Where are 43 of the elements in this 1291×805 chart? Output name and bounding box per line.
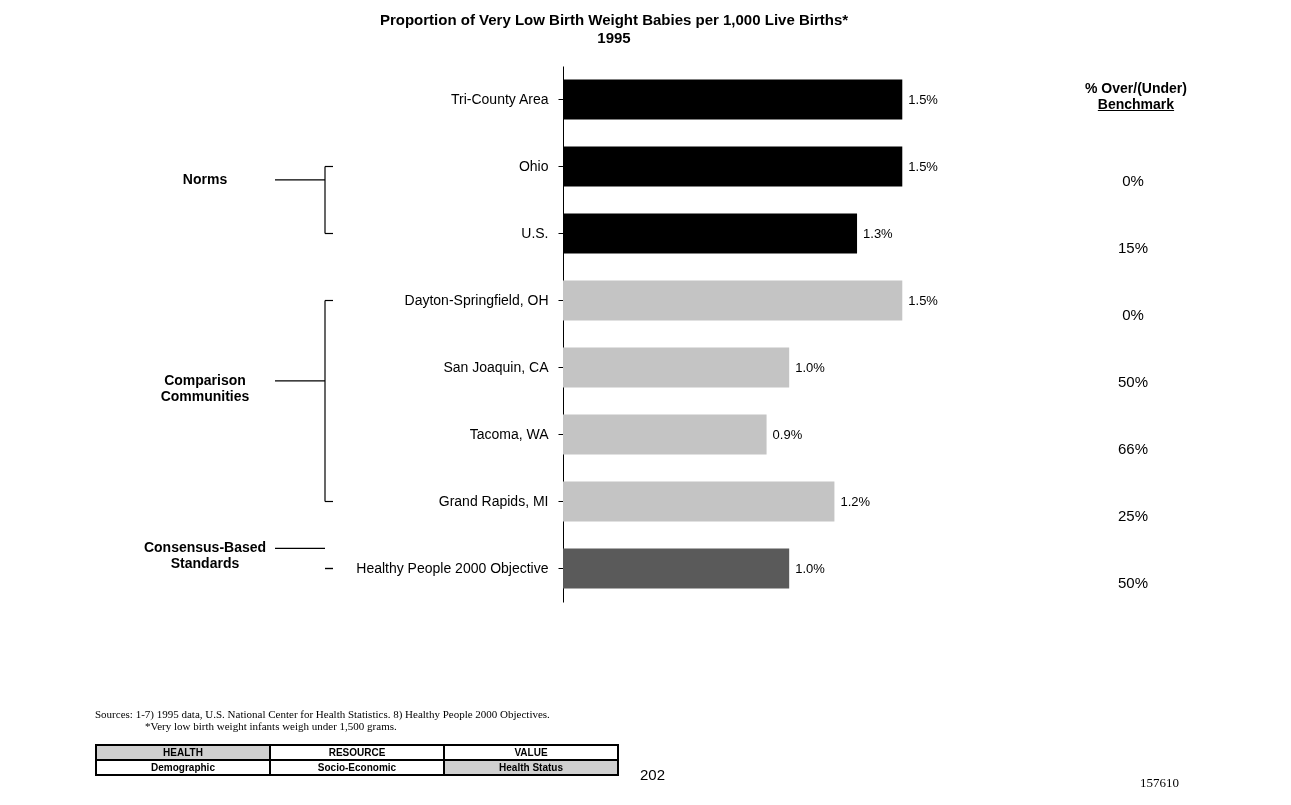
text: 157610 bbox=[1140, 775, 1179, 791]
text: RESOURCE bbox=[270, 745, 444, 760]
text: Health Status bbox=[444, 760, 618, 775]
data-label: 1.3% bbox=[863, 225, 894, 241]
text: 0% bbox=[1122, 171, 1144, 189]
y-tick-label: Grand Rapids, MI bbox=[438, 492, 549, 509]
y-tick-label: San Joaquin, CA bbox=[443, 358, 550, 375]
bar bbox=[563, 347, 790, 388]
bar bbox=[563, 481, 835, 522]
y-tick-label: Tacoma, WA bbox=[469, 425, 550, 442]
y-tick-label: U.S. bbox=[521, 224, 549, 241]
text: 50% bbox=[1117, 372, 1149, 390]
data-label: 0.9% bbox=[772, 426, 803, 442]
y-tick-label: Ohio bbox=[518, 157, 549, 174]
chart-subtitle: 1995 bbox=[597, 29, 631, 46]
text: 0% bbox=[1122, 305, 1144, 323]
bar bbox=[563, 548, 790, 589]
data-label: 1.2% bbox=[840, 493, 871, 509]
text: 25% bbox=[1117, 506, 1149, 524]
chart-title: Proportion of Very Low Birth Weight Babies per 1,000 Live Births* bbox=[379, 11, 849, 28]
data-label: 1.0% bbox=[795, 359, 826, 375]
y-tick-label: Healthy People 2000 Objective bbox=[356, 559, 549, 576]
text: *Very low birth weight infants weigh under 1,500 grams. bbox=[144, 720, 397, 732]
bar bbox=[563, 280, 903, 321]
data-label: 1.0% bbox=[795, 560, 826, 576]
text: 202 bbox=[640, 766, 666, 783]
y-tick-label: Tri-County Area bbox=[450, 90, 549, 107]
text: 50% bbox=[1117, 573, 1149, 591]
text: 15% bbox=[1117, 238, 1149, 256]
text: % Over/(Under) Benchmark bbox=[1085, 80, 1187, 112]
bar bbox=[563, 414, 767, 455]
text: Consensus-Based Standards bbox=[143, 539, 267, 572]
text: Comparison Communities bbox=[160, 371, 250, 404]
text: HEALTH bbox=[96, 745, 270, 760]
data-label: 1.5% bbox=[908, 158, 939, 174]
text: Demographic bbox=[96, 760, 270, 775]
text: Socio-Economic bbox=[270, 760, 444, 775]
text: VALUE bbox=[444, 745, 618, 760]
data-label: 1.5% bbox=[908, 91, 939, 107]
data-label: 1.5% bbox=[908, 292, 939, 308]
text: Norms bbox=[182, 170, 228, 187]
y-tick-label: Dayton-Springfield, OH bbox=[404, 291, 549, 308]
text: 66% bbox=[1117, 439, 1149, 457]
